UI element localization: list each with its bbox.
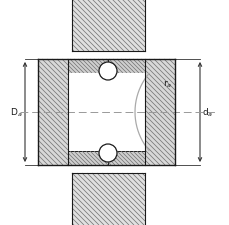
Bar xyxy=(68,151,108,165)
Bar xyxy=(108,151,144,165)
Bar xyxy=(38,60,174,165)
Text: D$_a$: D$_a$ xyxy=(11,106,23,119)
Bar xyxy=(144,60,174,165)
Text: r$_a$: r$_a$ xyxy=(162,78,172,89)
Bar xyxy=(72,0,144,52)
Text: d$_a$: d$_a$ xyxy=(201,106,212,119)
Circle shape xyxy=(98,144,117,162)
Bar xyxy=(108,60,144,74)
Bar xyxy=(72,173,144,225)
Bar xyxy=(68,60,144,165)
Bar xyxy=(68,60,108,74)
Bar xyxy=(38,60,68,165)
Circle shape xyxy=(98,63,117,81)
Bar xyxy=(68,74,144,151)
